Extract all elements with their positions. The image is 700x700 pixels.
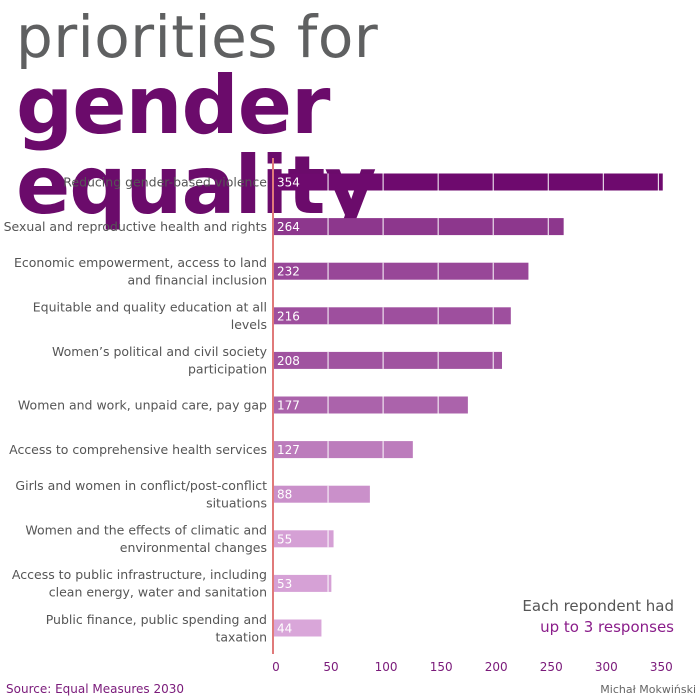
author-credit: Michał Mokwiński bbox=[600, 683, 696, 696]
category-label: and financial inclusion bbox=[127, 272, 267, 287]
category-label: Public finance, public spending and bbox=[46, 612, 267, 627]
category-label: Access to comprehensive health services bbox=[9, 442, 267, 457]
category-label: Women and work, unpaid care, pay gap bbox=[18, 398, 267, 413]
note-line-1: Each repondent had bbox=[522, 597, 674, 615]
bar-value-label: 264 bbox=[277, 220, 300, 234]
x-tick-label: 150 bbox=[430, 660, 453, 674]
bar bbox=[273, 262, 529, 280]
category-label: clean energy, water and sanitation bbox=[49, 585, 267, 600]
category-label: Reducing gender-based violence bbox=[63, 175, 267, 190]
x-tick-label: 300 bbox=[595, 660, 618, 674]
bar bbox=[273, 218, 564, 236]
note-line-2: up to 3 responses bbox=[540, 618, 674, 636]
bar-value-label: 354 bbox=[277, 176, 300, 190]
bar bbox=[273, 574, 332, 592]
bar-value-label: 232 bbox=[277, 265, 300, 279]
annotation-note: Each repondent had up to 3 responses bbox=[522, 596, 674, 638]
category-label: Equitable and quality education at all bbox=[33, 300, 267, 315]
bar-value-label: 216 bbox=[277, 309, 300, 323]
bar-value-label: 208 bbox=[277, 354, 300, 368]
category-label: Sexual and reproductive health and right… bbox=[4, 219, 267, 234]
bar bbox=[273, 441, 413, 459]
bar bbox=[273, 173, 663, 191]
category-label: participation bbox=[188, 362, 267, 377]
category-label: Economic empowerment, access to land bbox=[14, 255, 267, 270]
category-label: Women and the effects of climatic and bbox=[25, 523, 267, 538]
x-tick-label: 0 bbox=[272, 660, 280, 674]
category-label: Access to public infrastructure, includi… bbox=[12, 567, 267, 582]
bar-value-label: 55 bbox=[277, 532, 292, 546]
bar bbox=[273, 530, 334, 548]
bar-value-label: 88 bbox=[277, 488, 292, 502]
category-label: situations bbox=[206, 495, 267, 510]
bar-value-label: 177 bbox=[277, 399, 300, 413]
bar-value-label: 44 bbox=[277, 622, 292, 636]
source-credit: Source: Equal Measures 2030 bbox=[6, 682, 184, 696]
bar bbox=[273, 485, 370, 503]
category-label: Girls and women in conflict/post-conflic… bbox=[15, 478, 267, 493]
category-label: levels bbox=[231, 317, 267, 332]
x-tick-label: 50 bbox=[323, 660, 338, 674]
bar bbox=[273, 307, 511, 325]
category-label: Women’s political and civil society bbox=[52, 344, 268, 359]
x-tick-label: 200 bbox=[485, 660, 508, 674]
bar-value-label: 53 bbox=[277, 577, 292, 591]
category-label: taxation bbox=[215, 629, 267, 644]
category-label: environmental changes bbox=[120, 540, 267, 555]
x-tick-label: 350 bbox=[650, 660, 673, 674]
x-tick-label: 250 bbox=[540, 660, 563, 674]
bar bbox=[273, 619, 322, 637]
title-line-1: priorities for bbox=[16, 3, 379, 71]
bar-value-label: 127 bbox=[277, 443, 300, 457]
bar bbox=[273, 396, 468, 414]
x-tick-label: 100 bbox=[375, 660, 398, 674]
bar bbox=[273, 351, 503, 369]
